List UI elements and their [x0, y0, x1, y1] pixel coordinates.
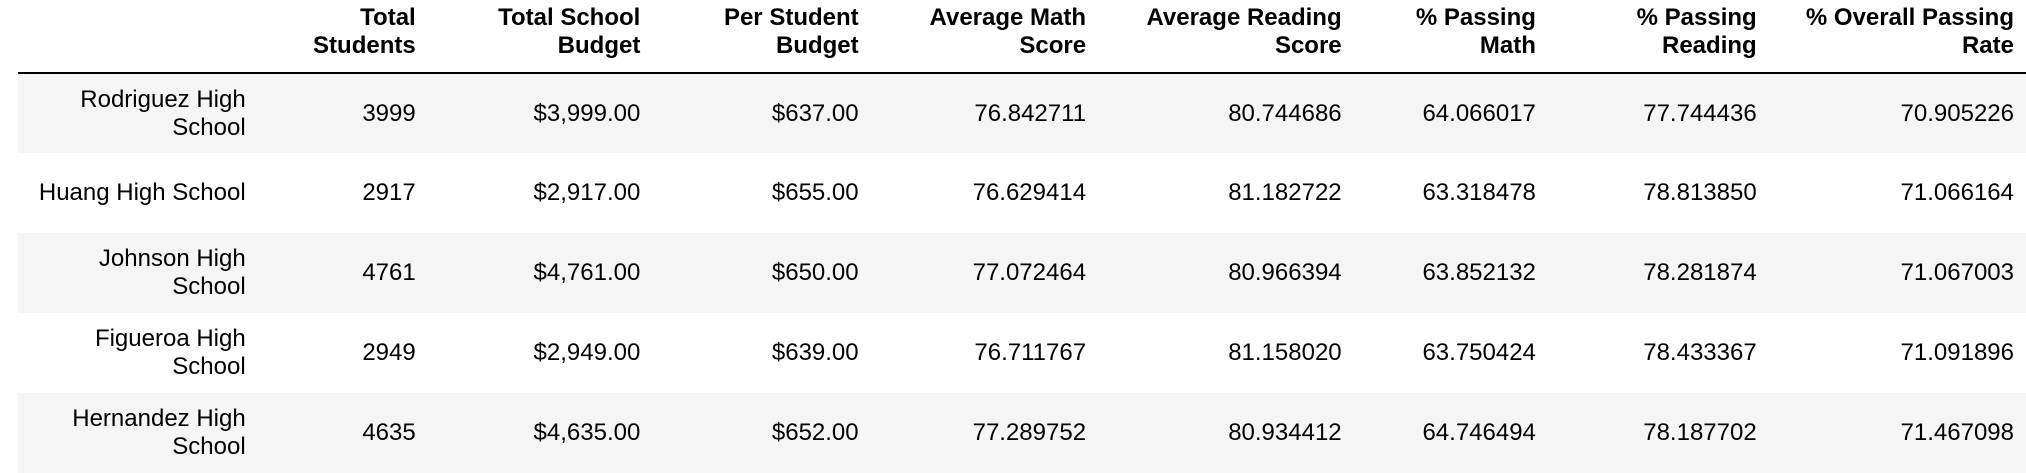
header-row: Total Students Total School Budget Per Stu…: [18, 0, 2026, 74]
table-cell: 78.187702: [1643, 419, 1757, 446]
row-label: Hernandez High School: [72, 405, 246, 460]
table-cell: 63.750424: [1422, 339, 1536, 366]
column-header-average-reading-score: Average Reading Score: [1098, 0, 1354, 74]
table-cell: $3,999.00: [533, 99, 641, 127]
table-cell: 63.318478: [1422, 179, 1536, 206]
table-cell: 71.067003: [1900, 259, 2014, 286]
table-cell: 78.433367: [1643, 339, 1757, 366]
table-cell: 4761: [362, 259, 416, 286]
table-cell: 81.158020: [1228, 339, 1342, 366]
table-body: Rodriguez High School 3999 $3,999.00 $63…: [18, 73, 2026, 473]
table-cell: 77.289752: [972, 419, 1087, 446]
column-header-passing-math: % Passing Math: [1353, 0, 1548, 74]
table-cell: 78.281874: [1643, 259, 1757, 286]
table-cell: 77.072464: [972, 259, 1087, 286]
row-label: Figueroa High School: [94, 325, 246, 380]
table-cell: 81.182722: [1228, 179, 1342, 206]
table-cell: $650.00: [771, 259, 859, 286]
column-header-per-student-budget: Per Student Budget: [652, 0, 871, 74]
table-cell: 76.711767: [974, 339, 1087, 366]
table-cell: 4635: [362, 419, 416, 446]
table-cell: $652.00: [771, 419, 859, 446]
table-cell: 76.629414: [972, 179, 1087, 206]
table-cell: 78.813850: [1643, 179, 1757, 206]
table-cell: 2917: [362, 179, 416, 206]
table-cell: 80.934412: [1228, 419, 1342, 446]
column-header-passing-reading: % Passing Reading: [1547, 0, 1769, 74]
column-header-average-math-score: Average Math Score: [870, 0, 1099, 74]
table-row: Figueroa High School 2949 $2,949.00 $639…: [18, 313, 2026, 393]
table-cell: 71.066164: [1900, 179, 2014, 206]
table-cell: $2,949.00: [533, 339, 641, 366]
index-header: [18, 0, 258, 74]
table-cell: 70.905226: [1900, 99, 2014, 127]
table-row: Rodriguez High School 3999 $3,999.00 $63…: [18, 73, 2026, 153]
table-cell: $637.00: [771, 99, 859, 127]
table-cell: 77.744436: [1643, 99, 1757, 127]
table-cell: $639.00: [771, 339, 859, 366]
school-summary-table: Total Students Total School Budget Per Stu…: [18, 0, 2026, 473]
table-cell: 71.091896: [1900, 339, 2014, 366]
row-label: Johnson High School: [98, 245, 246, 300]
table-cell: 80.744686: [1228, 99, 1342, 127]
table-cell: $4,635.00: [533, 419, 641, 446]
table-cell: 2949: [362, 339, 416, 366]
table-row: Johnson High School 4761 $4,761.00 $650.…: [18, 233, 2026, 313]
table-header: Total Students Total School Budget Per Stu…: [18, 0, 2026, 74]
table-cell: 71.467098: [1900, 419, 2014, 446]
table-cell: 63.852132: [1422, 259, 1536, 286]
column-header-total-students: Total Students: [257, 0, 428, 74]
table-row: Huang High School 2917 $2,917.00 $655.00…: [18, 153, 2026, 233]
dataframe-output: Total Students Total School Budget Per Stu…: [18, 0, 2026, 473]
table-cell: $4,761.00: [533, 259, 641, 286]
column-header-total-school-budget: Total School Budget: [427, 0, 653, 74]
table-cell: 3999: [362, 99, 416, 127]
table-cell: $655.00: [771, 179, 859, 206]
table-cell: 80.966394: [1228, 259, 1342, 286]
row-label: Huang High School: [38, 179, 246, 206]
column-header-overall-passing-rate: % Overall Passing Rate: [1768, 0, 2026, 74]
table-cell: $2,917.00: [533, 179, 641, 206]
row-label: Rodriguez High School: [80, 85, 246, 141]
table-cell: 76.842711: [974, 99, 1087, 127]
table-row: Hernandez High School 4635 $4,635.00 $65…: [18, 393, 2026, 473]
table-cell: 64.066017: [1422, 99, 1536, 127]
table-cell: 64.746494: [1422, 419, 1536, 446]
